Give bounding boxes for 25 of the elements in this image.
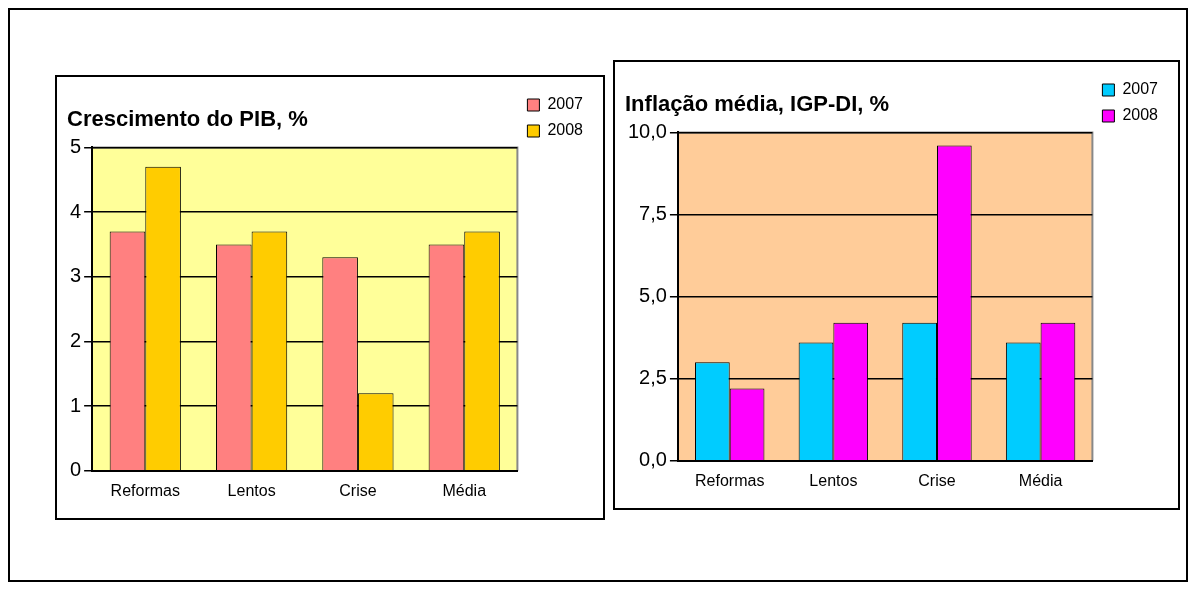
y-tick-label: 1 xyxy=(70,393,82,416)
legend-label: 2007 xyxy=(547,95,584,113)
chart-title: Inflação média, IGP-DI, % xyxy=(625,91,890,117)
x-tick-label: Crise xyxy=(918,471,956,489)
x-tick-label: Crise xyxy=(339,481,377,499)
y-tick-label: 7,5 xyxy=(639,202,667,225)
y-tick-label: 2 xyxy=(70,328,82,351)
x-tick-label: Reformas xyxy=(695,471,765,489)
x-tick-label: Lentos xyxy=(809,471,858,489)
y-tick-label: 4 xyxy=(70,199,82,222)
x-tick-label: Média xyxy=(1018,471,1063,489)
y-tick-label: 0 xyxy=(70,458,82,481)
x-tick-label: Média xyxy=(442,481,487,499)
legend-label: 2008 xyxy=(547,121,584,139)
x-tick-label: Lentos xyxy=(227,481,276,499)
y-tick-label: 10,0 xyxy=(627,119,667,142)
legend-label: 2008 xyxy=(1122,106,1159,124)
y-tick-label: 2,5 xyxy=(639,366,667,389)
y-tick-label: 3 xyxy=(70,264,82,287)
legend-label: 2007 xyxy=(1122,80,1159,98)
y-tick-label: 5,0 xyxy=(639,284,667,307)
y-tick-label: 0,0 xyxy=(639,448,667,471)
x-tick-label: Reformas xyxy=(110,481,180,499)
y-tick-label: 5 xyxy=(70,134,82,157)
chart-title: Crescimento do PIB, % xyxy=(67,106,308,132)
